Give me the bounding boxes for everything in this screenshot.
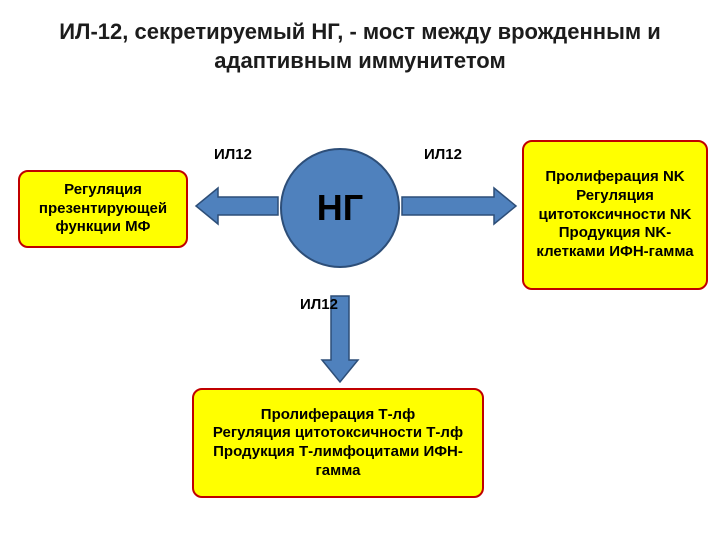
arrow-left-label: ИЛ12: [214, 146, 252, 163]
arrow-down: [0, 0, 720, 540]
arrow-right-label: ИЛ12: [424, 146, 462, 163]
arrow-down-label: ИЛ12: [300, 296, 338, 313]
